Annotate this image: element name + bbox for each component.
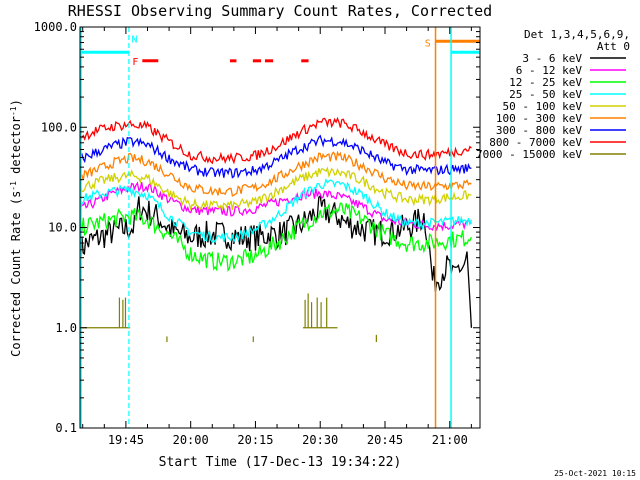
y-tick-label: 1.0 (55, 321, 77, 335)
series-line-12-25-keV (80, 202, 472, 272)
y-axis-label-sup1: -1 (9, 181, 18, 191)
legend-header-line: Att 0 (597, 40, 630, 53)
flag-label-F: F (132, 57, 138, 68)
legend-label: 50 - 100 keV (503, 100, 583, 113)
chart-title: RHESSI Observing Summary Count Rates, Co… (68, 2, 492, 20)
x-tick-label: 20:45 (367, 433, 403, 447)
y-axis-label: Corrected Count Rate (s-1 detector-1) (9, 99, 24, 357)
x-tick-label: 20:00 (173, 433, 209, 447)
series-line-300-800-keV (80, 134, 472, 179)
series-line-50-100-keV (80, 166, 472, 212)
series-line-100-300-keV (80, 150, 472, 197)
legend-label: 300 - 800 keV (496, 124, 582, 137)
legend-label: 6 - 12 keV (516, 64, 583, 77)
y-axis-label-part3: ) (9, 99, 23, 106)
x-axis-label: Start Time (17-Dec-13 19:34:22) (159, 455, 402, 470)
y-tick-label: 0.1 (55, 421, 77, 435)
marks-layer: NF S (80, 27, 480, 428)
y-tick-label: 1000.0 (34, 20, 77, 34)
x-tick-label: 19:45 (108, 433, 144, 447)
series-line-25-50-keV (80, 178, 473, 244)
x-tick-label: 20:15 (237, 433, 273, 447)
x-tick-label: 20:30 (302, 433, 338, 447)
series-line-800-7000-keV (80, 116, 472, 165)
y-axis-label-part1: Corrected Count Rate (s (9, 191, 23, 357)
y-tick-label: 100.0 (41, 120, 77, 134)
flag-label-N: N (132, 35, 138, 46)
legend-label: 12 - 25 keV (509, 76, 582, 89)
footer-timestamp: 25-Oct-2021 10:15 (554, 469, 636, 478)
x-tick-label: 21:00 (432, 433, 468, 447)
flag-label-S: S (425, 38, 431, 49)
legend-label: 100 - 300 keV (496, 112, 582, 125)
y-axis-label-part2: detector (9, 116, 23, 181)
legend-label: 7000 - 15000 keV (476, 148, 582, 161)
legend-header-line: Det 1,3,4,5,6,9, (524, 28, 630, 41)
legend-label: 3 - 6 keV (522, 52, 582, 65)
axis-layer: 0.1 1.0 10.0 100.0 1000.0 19:45 20:00 20:15 20:3… (34, 20, 481, 447)
y-tick-label: 10.0 (48, 221, 77, 235)
legend-label: 25 - 50 keV (509, 88, 582, 101)
legend-label: 800 - 7000 keV (489, 136, 582, 149)
y-axis-label-sup2: -1 (9, 106, 18, 116)
